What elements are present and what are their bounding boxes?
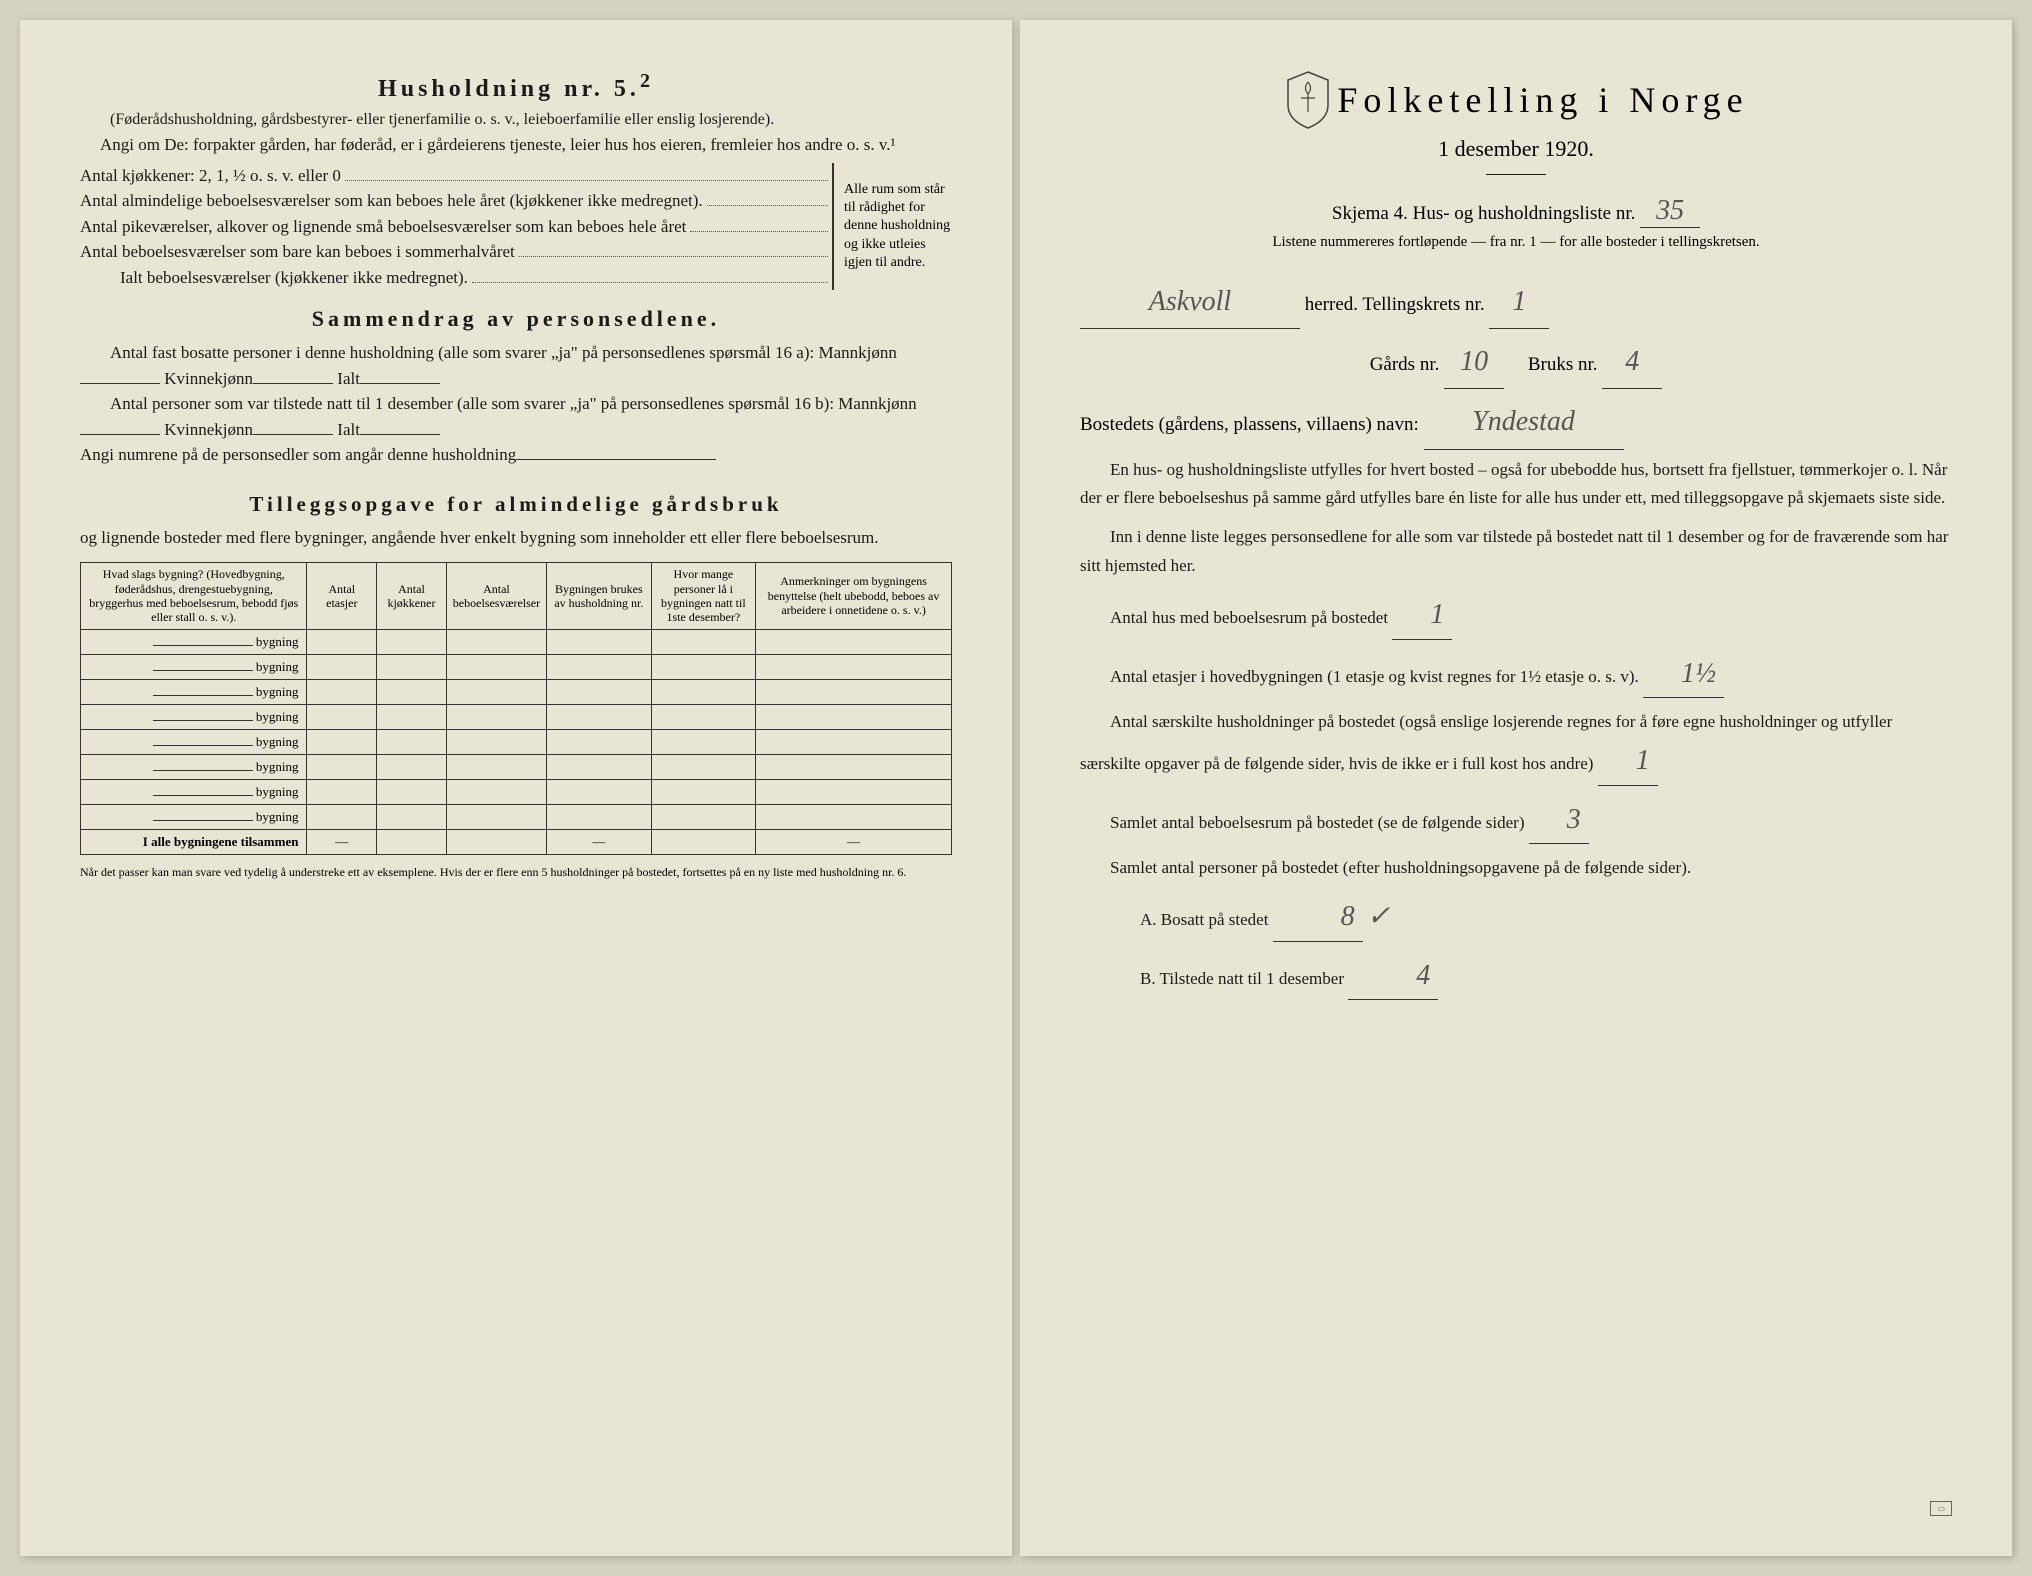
angi-line: Angi om De: forpakter gården, har føderå… bbox=[80, 133, 952, 157]
th-kjokkener: Antal kjøkkener bbox=[377, 563, 447, 630]
paragraph-1: En hus- og husholdningsliste utfylles fo… bbox=[1080, 456, 1952, 514]
printer-stamp: ▭ bbox=[1930, 1501, 1952, 1516]
rooms-brace-section: Antal kjøkkener: 2, 1, ½ o. s. v. eller … bbox=[80, 163, 952, 291]
skjema-line: Skjema 4. Hus- og husholdningsliste nr. … bbox=[1080, 195, 1952, 228]
th-etasjer: Antal etasjer bbox=[307, 563, 377, 630]
q1-value: 1 bbox=[1392, 591, 1452, 640]
tillegg-title: Tilleggsopgave for almindelige gårdsbruk bbox=[80, 492, 952, 517]
th-personer: Hvor mange personer lå i bygningen natt … bbox=[651, 563, 756, 630]
right-page: Folketelling i Norge 1 desember 1920. Sk… bbox=[1020, 20, 2012, 1556]
q1: Antal hus med beboelsesrum på bostedet 1 bbox=[1080, 591, 1952, 640]
summary-2: Antal personer som var tilstede natt til… bbox=[80, 391, 952, 442]
th-bygning: Hvad slags bygning? (Hovedbygning, føder… bbox=[81, 563, 307, 630]
divider bbox=[1486, 174, 1546, 175]
table-row: bygning bbox=[81, 654, 952, 679]
table-row: bygning bbox=[81, 704, 952, 729]
total-label: I alle bygningene tilsammen bbox=[81, 829, 307, 854]
table-row: bygning bbox=[81, 779, 952, 804]
qA-value: 8 bbox=[1273, 893, 1363, 942]
table-footnote: Når det passer kan man svare ved tydelig… bbox=[80, 865, 952, 881]
q5: Samlet antal personer på bostedet (efter… bbox=[1080, 854, 1952, 883]
table-row: bygning bbox=[81, 804, 952, 829]
bruks-nr: 4 bbox=[1602, 335, 1662, 389]
bosted-value: Yndestad bbox=[1424, 395, 1624, 449]
husholdning-note: (Føderådshusholdning, gårdsbestyrer- ell… bbox=[80, 111, 952, 129]
table-row: bygning bbox=[81, 679, 952, 704]
pike-label: Antal pikeværelser, alkover og lignende … bbox=[80, 214, 686, 240]
herred-line: Askvoll herred. Tellingskrets nr. 1 bbox=[1080, 275, 1952, 329]
table-total-row: I alle bygningene tilsammen ——— bbox=[81, 829, 952, 854]
ialt-label: Ialt beboelsesværelser (kjøkkener ikke m… bbox=[80, 265, 468, 291]
summary-1: Antal fast bosatte personer i denne hush… bbox=[80, 340, 952, 391]
th-anmerkninger: Anmerkninger om bygningens benyttelse (h… bbox=[756, 563, 952, 630]
skjema-nr: 35 bbox=[1640, 195, 1700, 228]
bosted-line: Bostedets (gårdens, plassens, villaens) … bbox=[1080, 395, 1952, 449]
th-husholdning: Bygningen brukes av husholdning nr. bbox=[547, 563, 652, 630]
listene-note: Listene nummereres fortløpende — fra nr.… bbox=[1080, 234, 1952, 251]
table-row: bygning bbox=[81, 629, 952, 654]
table-row: bygning bbox=[81, 729, 952, 754]
summary-3: Angi numrene på de personsedler som angå… bbox=[80, 442, 952, 468]
table-header-row: Hvad slags bygning? (Hovedbygning, føder… bbox=[81, 563, 952, 630]
gards-nr: 10 bbox=[1444, 335, 1504, 389]
qA: A. Bosatt på stedet 8 ✓ bbox=[1080, 893, 1952, 942]
alm-beboelse-label: Antal almindelige beboelsesværelser som … bbox=[80, 188, 703, 214]
krets-nr: 1 bbox=[1489, 275, 1549, 329]
crest-icon bbox=[1283, 70, 1333, 130]
gards-line: Gårds nr. 10 Bruks nr. 4 bbox=[1080, 335, 1952, 389]
q3: Antal særskilte husholdninger på bostede… bbox=[1080, 708, 1952, 785]
left-page: Husholdning nr. 5.2 (Føderådshusholdning… bbox=[20, 20, 1012, 1556]
q2-value: 1½ bbox=[1643, 650, 1724, 699]
table-row: bygning bbox=[81, 754, 952, 779]
qB-value: 4 bbox=[1348, 952, 1438, 1001]
qB: B. Tilstede natt til 1 desember 4 bbox=[1080, 952, 1952, 1001]
sommer-label: Antal beboelsesværelser som bare kan beb… bbox=[80, 239, 515, 265]
q4: Samlet antal beboelsesrum på bostedet (s… bbox=[1080, 796, 1952, 845]
bygning-table: Hvad slags bygning? (Hovedbygning, føder… bbox=[80, 562, 952, 855]
brace-note: Alle rum som står til rådighet for denne… bbox=[832, 163, 952, 291]
date-line: 1 desember 1920. bbox=[1080, 136, 1952, 162]
tillegg-sub: og lignende bosteder med flere bygninger… bbox=[80, 525, 952, 551]
sammendrag-title: Sammendrag av personsedlene. bbox=[80, 306, 952, 332]
title-block: Folketelling i Norge 1 desember 1920. bbox=[1080, 70, 1952, 175]
q3-value: 1 bbox=[1598, 737, 1658, 786]
q4-value: 3 bbox=[1529, 796, 1589, 845]
q2: Antal etasjer i hovedbygningen (1 etasje… bbox=[1080, 650, 1952, 699]
herred-value: Askvoll bbox=[1080, 275, 1300, 329]
main-title: Folketelling i Norge bbox=[1337, 79, 1748, 121]
paragraph-2: Inn i denne liste legges personsedlene f… bbox=[1080, 523, 1952, 581]
qA-check: ✓ bbox=[1367, 901, 1390, 932]
th-beboelse: Antal beboelsesværelser bbox=[446, 563, 546, 630]
document-spread: Husholdning nr. 5.2 (Føderådshusholdning… bbox=[20, 20, 2012, 1556]
husholdning-title: Husholdning nr. 5.2 bbox=[80, 70, 952, 103]
kjokkener-label: Antal kjøkkener: 2, 1, ½ o. s. v. eller … bbox=[80, 163, 341, 189]
